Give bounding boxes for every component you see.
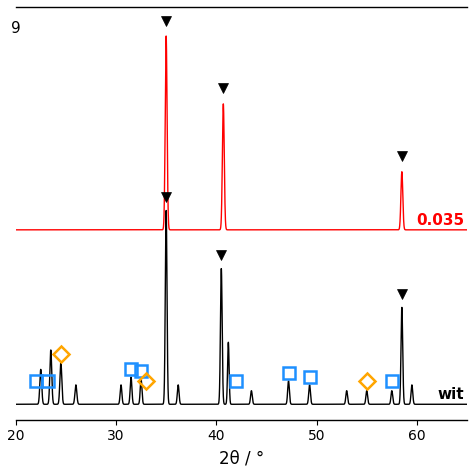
Text: 9: 9 (11, 20, 20, 36)
Text: 0.035: 0.035 (416, 213, 464, 228)
Text: wit: wit (438, 387, 464, 402)
X-axis label: 2θ / °: 2θ / ° (219, 449, 264, 467)
